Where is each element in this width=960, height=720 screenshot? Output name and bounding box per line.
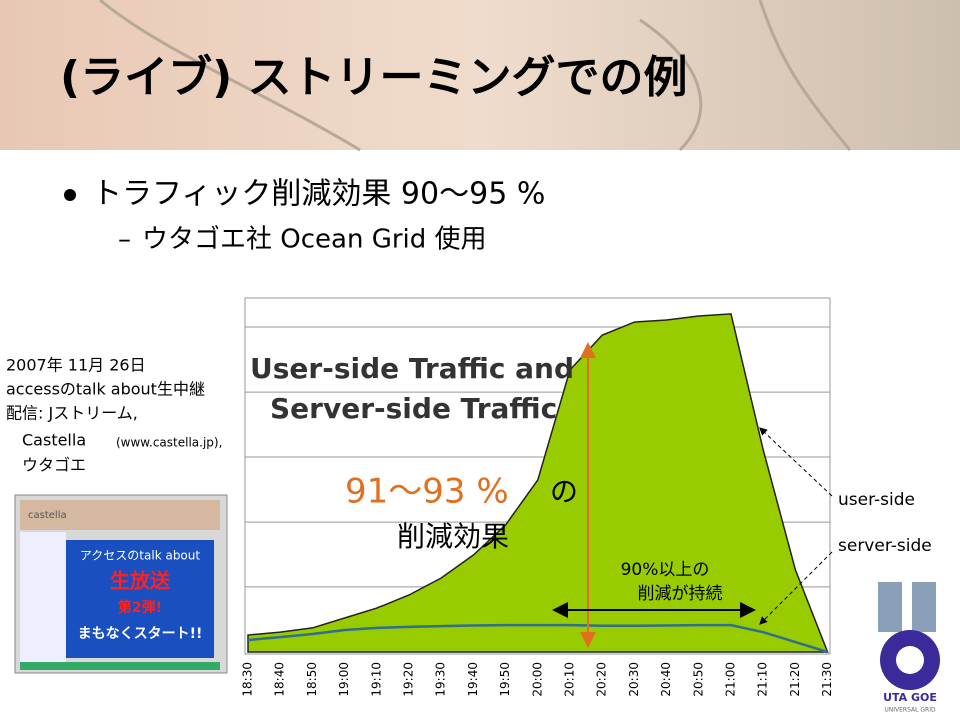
logo-tagline: UNIVERSAL GRID [884,707,936,714]
note: 2007年 11月 26日 accessのtalk about生中継 配信: J… [6,356,222,475]
legend-pointer [759,427,833,497]
x-tick-label: 19:50 [498,662,512,697]
thumb-brand: castella [28,510,67,521]
thumb-line: 生放送 [110,569,171,593]
thumb-line: アクセスのtalk about [80,549,200,563]
x-tick-label: 20:40 [659,662,673,697]
x-tick-label: 19:40 [466,662,480,697]
x-tick-label: 18:30 [241,662,255,697]
chart: 18:30 18:40 18:50 19:00 19:10 19:20 19:30 19:40… [241,313,834,697]
thumb-sidebar [20,532,66,666]
x-tick-label: 20:30 [627,662,641,697]
note-line: 配信: Jストリーム, [6,404,138,423]
dash: – [118,225,131,255]
logo-g-hole [896,646,924,674]
legend-label: server-side [838,536,932,556]
chart-title: User-side Traffic and [250,352,574,385]
note-line: 2007年 11月 26日 [6,356,146,375]
x-tick-label: 21:30 [820,662,834,697]
banner-map [99,0,852,152]
x-tick-label: 20:00 [530,662,544,697]
annotation: 91〜93 % [345,472,509,512]
logo-u [912,582,936,632]
thumb-line: 第2弾! [118,599,162,616]
x-tick-label: 21:20 [788,662,802,697]
logo: UTA GOE UNIVERSAL GRID [878,582,940,714]
bullet-text: トラフィック削減効果 90〜95 % [92,177,545,212]
note-line: (www.castella.jp), [116,436,222,450]
chart-subtitle: Server-side Traffic [270,392,557,425]
annotation: 90%以上の [621,560,710,580]
logo-name: UTA GOE [883,691,937,704]
x-tick-label: 19:10 [369,662,383,697]
note-line: accessのtalk about生中継 [6,380,205,399]
x-tick-label: 20:10 [563,662,577,697]
annotation: 削減が持続 [638,584,723,604]
thumb-line: まもなくスタート!! [78,626,203,642]
x-tick-label: 19:20 [402,662,416,697]
legend-label: user-side [838,490,915,510]
banner [0,0,960,150]
x-tick-label: 21:10 [756,662,770,697]
legend-pointer [759,551,833,625]
logo-u [878,582,902,632]
note-line: Castella [22,431,86,450]
x-tick-label: 20:20 [595,662,609,697]
sub-bullet-text: ウタゴエ社 Ocean Grid 使用 [142,225,487,255]
x-tick-label: 20:50 [691,662,705,697]
x-tick-label: 18:40 [273,662,287,697]
slide-title: (ライブ) ストリーミングでの例 [60,52,688,103]
x-tick-label: 19:00 [337,662,351,697]
thumbnail: castella アクセスのtalk about 生放送 第2弾! まもなくスタ… [14,494,228,674]
x-tick-label: 21:00 [724,662,738,697]
area [247,313,829,653]
line [247,623,828,654]
x-tick-label: 18:50 [305,662,319,697]
bullet-dot [64,189,76,201]
thumb-header [20,500,220,530]
thumb-screen [66,540,214,658]
x-tick-label: 19:30 [434,662,448,697]
annotation: 削減効果 [397,520,509,553]
annotation: の [550,475,578,508]
note-line: ウタゴエ [22,456,86,475]
thumb-taskbar [20,662,220,670]
